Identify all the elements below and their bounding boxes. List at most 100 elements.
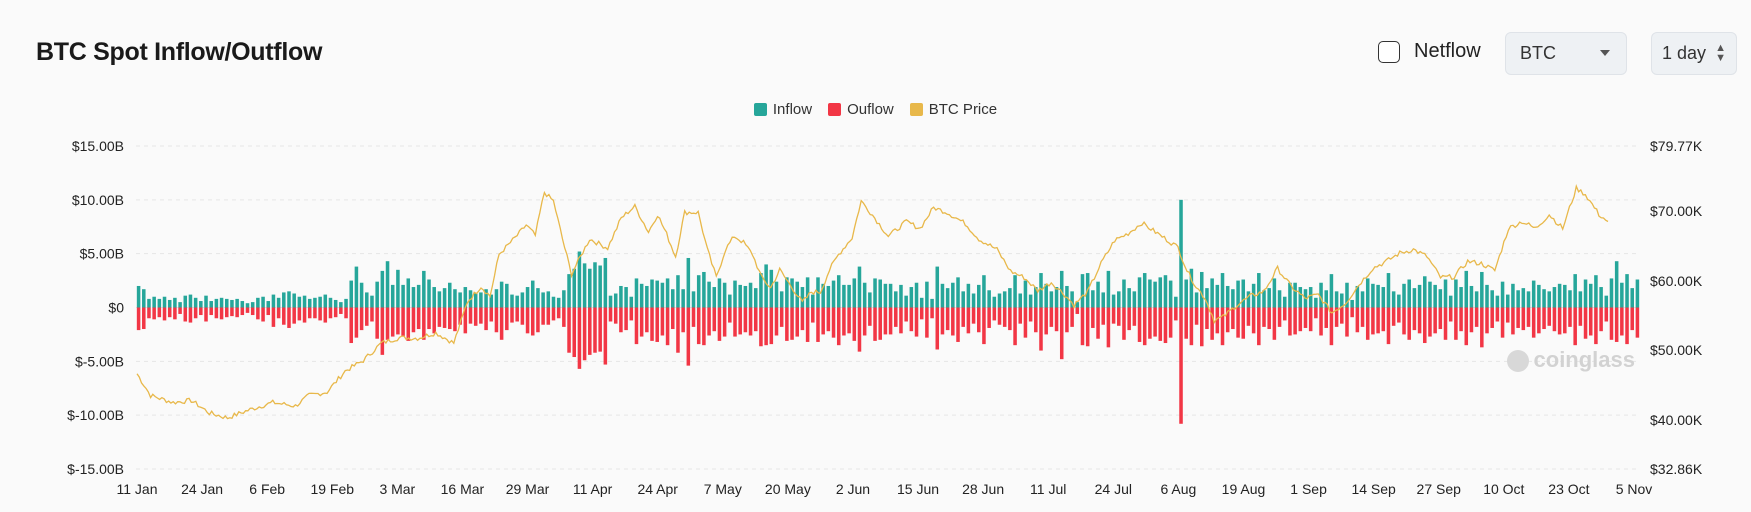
inflow-bar xyxy=(717,278,722,308)
outflow-bar xyxy=(1267,307,1271,330)
outflow-bar xyxy=(707,307,711,336)
outflow-bar xyxy=(1329,307,1334,346)
inflow-bar xyxy=(1308,287,1313,308)
inflow-bar xyxy=(193,297,198,308)
inflow-bar xyxy=(608,295,613,308)
inflow-bar xyxy=(354,266,359,308)
legend-item-price[interactable]: BTC Price xyxy=(909,101,997,118)
inflow-bar xyxy=(971,293,976,308)
outflow-bar xyxy=(365,307,369,326)
outflow-bar xyxy=(997,307,1002,325)
inflow-bar xyxy=(634,278,639,308)
outflow-bar xyxy=(1537,307,1541,334)
inflow-bar xyxy=(1360,291,1365,308)
outflow-bar xyxy=(577,307,582,369)
inflow-bar xyxy=(650,279,654,308)
inflow-bar xyxy=(442,288,447,308)
outflow-bar xyxy=(406,307,411,341)
inflow-bar xyxy=(1225,285,1230,308)
outflow-bar xyxy=(188,307,193,323)
outflow-bar xyxy=(1091,307,1095,328)
inflow-bar xyxy=(639,283,644,308)
outflow-bar xyxy=(1277,307,1282,327)
inflow-bar xyxy=(1106,270,1111,308)
outflow-bar xyxy=(645,307,649,333)
outflow-bar xyxy=(1433,307,1437,334)
outflow-bar xyxy=(598,307,602,352)
outflow-bar xyxy=(1324,307,1328,328)
inflow-bar xyxy=(909,287,914,308)
x-tick-label: 19 Aug xyxy=(1222,481,1266,497)
outflow-bar xyxy=(1013,307,1017,346)
x-tick-label: 1 Sep xyxy=(1290,481,1327,497)
inflow-bar xyxy=(1402,283,1406,308)
outflow-bar xyxy=(717,307,722,341)
inflow-bar xyxy=(1272,278,1277,308)
outflow-bar xyxy=(339,307,343,314)
inflow-bar xyxy=(811,294,815,308)
inflow-bar xyxy=(1604,295,1609,308)
inflow-bar xyxy=(530,280,535,308)
inflow-bar xyxy=(868,292,872,308)
inflow-bar xyxy=(1547,291,1552,308)
outflow-bar xyxy=(1402,307,1406,335)
x-tick-label: 2 Jun xyxy=(836,481,870,497)
outflow-bar xyxy=(1314,307,1318,319)
inflow-bar xyxy=(733,280,737,308)
y-right-tick-label: $60.00K xyxy=(1650,273,1703,289)
inflow-bar xyxy=(836,275,841,308)
outflow-bar xyxy=(1557,307,1562,335)
inflow-bar xyxy=(1345,282,1349,308)
inflow-bar xyxy=(525,287,530,308)
outflow-bar xyxy=(1625,307,1629,345)
outflow-bar xyxy=(463,307,468,334)
inflow-bar xyxy=(1609,278,1614,308)
outflow-bar xyxy=(894,307,898,327)
legend-item-inflow[interactable]: Inflow xyxy=(753,101,812,118)
outflow-bar xyxy=(1117,307,1121,326)
inflow-bar xyxy=(183,295,188,308)
inflow-bar xyxy=(862,282,867,308)
btc-price-line xyxy=(136,184,1609,420)
inflow-bar xyxy=(930,298,934,308)
outflow-bar xyxy=(1215,307,1220,334)
inflow-bar xyxy=(883,283,888,308)
outflow-bar xyxy=(639,307,644,337)
inflow-bar xyxy=(1184,279,1188,308)
inflow-bar xyxy=(313,297,317,308)
inflow-bar xyxy=(380,270,385,308)
inflow-bar xyxy=(1117,291,1121,308)
x-tick-label: 10 Oct xyxy=(1483,481,1524,497)
coin-select[interactable]: BTC xyxy=(1505,32,1627,75)
outflow-bar xyxy=(453,307,457,332)
inflow-bar xyxy=(396,269,400,308)
inflow-bar xyxy=(779,291,784,308)
outflow-bar xyxy=(1371,307,1375,335)
outflow-bar xyxy=(613,307,618,324)
inflow-bar xyxy=(702,271,706,308)
netflow-checkbox[interactable] xyxy=(1378,40,1400,63)
inflow-bar xyxy=(1423,276,1427,308)
netflow-toggle[interactable]: Netflow xyxy=(1378,40,1481,63)
outflow-bar xyxy=(1376,307,1380,334)
inflow-bar xyxy=(1231,289,1235,308)
interval-select[interactable]: 1 day ▲ ▼ xyxy=(1651,32,1737,75)
outflow-bar xyxy=(686,307,691,366)
inflow-bar xyxy=(1096,281,1100,308)
inflow-bar xyxy=(484,289,488,308)
inflow-bar xyxy=(1412,288,1417,308)
outflow-bar xyxy=(1148,307,1152,339)
inflow-bar xyxy=(1174,296,1178,308)
outflow-bar xyxy=(396,307,400,335)
outflow-bar xyxy=(1168,307,1173,338)
outflow-bar xyxy=(499,307,504,340)
legend-item-outflow[interactable]: Ouflow xyxy=(828,101,894,118)
inflow-bar xyxy=(214,298,219,308)
inflow-bar xyxy=(987,290,991,308)
outflow-bar xyxy=(1547,307,1552,326)
inflow-bar xyxy=(188,294,193,308)
inflow-bar xyxy=(1490,290,1494,308)
outflow-bar xyxy=(359,307,364,331)
inflow-bar xyxy=(219,297,224,308)
outflow-bar xyxy=(971,307,976,324)
